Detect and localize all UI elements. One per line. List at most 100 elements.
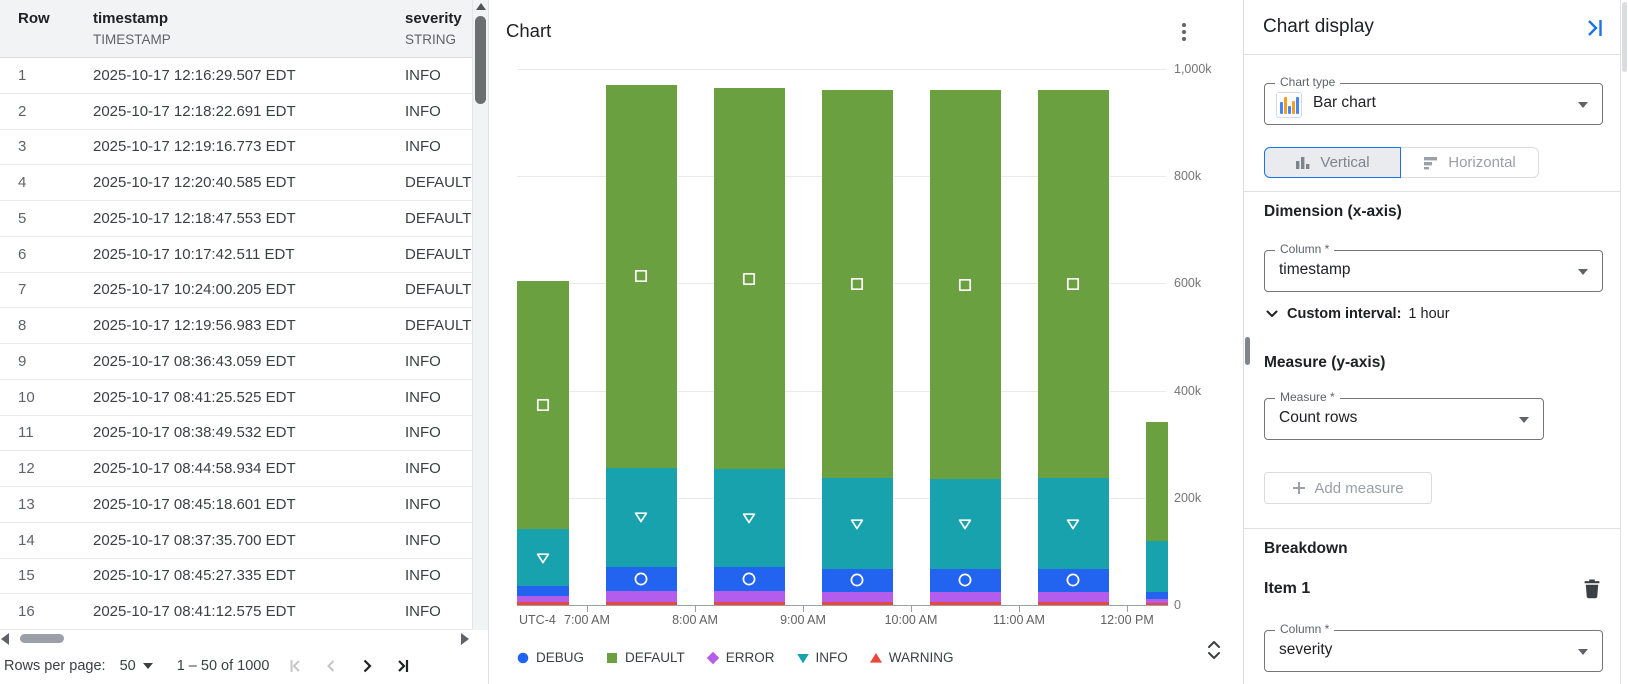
legend-label: WARNING — [888, 650, 954, 665]
last-page-button[interactable] — [389, 652, 417, 680]
bar-segment-warning[interactable] — [821, 601, 893, 605]
bar-segment-error[interactable] — [713, 591, 785, 602]
bar-segment-error[interactable] — [929, 591, 1001, 602]
table-row[interactable]: 15 2025-10-17 08:45:27.335 EDT INFO — [0, 559, 472, 595]
bar-segment-info[interactable] — [929, 479, 1001, 570]
bar-segment-info[interactable] — [821, 477, 893, 570]
bar-segment-default[interactable] — [517, 280, 569, 529]
scroll-left-arrow-icon[interactable] — [1, 633, 9, 645]
panel-right-scrollbar[interactable] — [1620, 0, 1628, 684]
previous-page-button[interactable] — [317, 652, 345, 680]
bar-segment-warning[interactable] — [1037, 601, 1109, 605]
delete-breakdown-icon[interactable] — [1583, 578, 1603, 600]
bar-segment-warning[interactable] — [517, 602, 569, 605]
table-horizontal-scrollbar[interactable] — [0, 630, 472, 648]
bar-segment-error[interactable] — [605, 591, 677, 602]
bar-segment-default[interactable] — [821, 90, 893, 478]
vertical-toggle-button[interactable]: Vertical — [1264, 147, 1401, 178]
table-row[interactable]: 1 2025-10-17 12:16:29.507 EDT INFO — [0, 58, 472, 94]
bar-segment-error[interactable] — [1037, 591, 1109, 602]
first-page-button[interactable] — [281, 652, 309, 680]
default-series-marker — [633, 268, 649, 284]
bar-segment-default[interactable] — [1145, 421, 1168, 541]
chart-more-options-button[interactable] — [1172, 20, 1196, 44]
bar-segment-debug[interactable] — [1145, 591, 1168, 600]
bar-segment-debug[interactable] — [821, 569, 893, 592]
table-row[interactable]: 11 2025-10-17 08:38:49.532 EDT INFO — [0, 416, 472, 452]
collapse-panel-icon[interactable] — [1584, 17, 1606, 39]
x-axis-tick — [911, 606, 912, 612]
bar-segment-warning[interactable] — [1145, 603, 1168, 605]
chevron-down-icon — [1578, 649, 1588, 655]
table-row[interactable]: 10 2025-10-17 08:41:25.525 EDT INFO — [0, 380, 472, 416]
cell-timestamp: 2025-10-17 12:16:29.507 EDT — [93, 66, 296, 84]
legend-item-warning[interactable]: WARNING — [869, 650, 954, 665]
right-scrollbar-thumb[interactable] — [1622, 2, 1627, 72]
bar-segment-error[interactable] — [821, 591, 893, 602]
debug-series-marker — [633, 571, 649, 587]
legend-item-default[interactable]: DEFAULT — [605, 650, 685, 665]
table-row[interactable]: 9 2025-10-17 08:36:43.059 EDT INFO — [0, 344, 472, 380]
custom-interval-toggle[interactable]: Custom interval: 1 hour — [1264, 306, 1450, 322]
bar-segment-info[interactable] — [605, 467, 677, 567]
bar-segment-default[interactable] — [1037, 90, 1109, 478]
bar-segment-default[interactable] — [605, 85, 677, 468]
bar-segment-warning[interactable] — [713, 601, 785, 605]
measure-select[interactable]: Measure * Count rows — [1264, 390, 1544, 440]
table-row[interactable]: 12 2025-10-17 08:44:58.934 EDT INFO — [0, 451, 472, 487]
table-row[interactable]: 14 2025-10-17 08:37:35.700 EDT INFO — [0, 523, 472, 559]
bar-segment-info[interactable] — [517, 528, 569, 587]
chart-type-select[interactable]: Chart type Bar chart — [1264, 75, 1603, 125]
default-series-marker — [535, 397, 551, 413]
bar-segment-default[interactable] — [713, 87, 785, 470]
rows-per-page-select[interactable]: 50 — [120, 658, 153, 674]
table-row[interactable]: 7 2025-10-17 10:24:00.205 EDT DEFAULT — [0, 273, 472, 309]
circle-legend-icon — [516, 651, 530, 665]
chart-legend: DEBUG DEFAULT ERROR INFO WARNING — [516, 650, 954, 665]
vertical-scrollbar-thumb[interactable] — [475, 16, 486, 104]
bar-segment-info[interactable] — [1145, 540, 1168, 592]
info-series-marker — [633, 509, 649, 525]
legend-item-info[interactable]: INFO — [796, 650, 848, 665]
bar-segment-debug[interactable] — [713, 566, 785, 592]
horizontal-toggle-button[interactable]: Horizontal — [1401, 147, 1539, 178]
cell-severity: DEFAULT — [405, 209, 472, 227]
cell-row-number: 10 — [18, 388, 35, 406]
unfold-chart-icon[interactable] — [1204, 638, 1224, 662]
table-row[interactable]: 4 2025-10-17 12:20:40.585 EDT DEFAULT — [0, 165, 472, 201]
scroll-right-arrow-icon[interactable] — [461, 633, 469, 645]
cell-timestamp: 2025-10-17 08:36:43.059 EDT — [93, 352, 296, 370]
table-row[interactable]: 2 2025-10-17 12:18:22.691 EDT INFO — [0, 94, 472, 130]
legend-item-debug[interactable]: DEBUG — [516, 650, 584, 665]
add-measure-button[interactable]: Add measure — [1264, 472, 1432, 504]
bar-segment-debug[interactable] — [1037, 569, 1109, 592]
next-page-button[interactable] — [353, 652, 381, 680]
panel-scrollbar-thumb[interactable] — [1245, 337, 1250, 365]
table-row[interactable]: 8 2025-10-17 12:19:56.983 EDT DEFAULT — [0, 308, 472, 344]
breakdown-column-select[interactable]: Column * severity — [1264, 622, 1603, 672]
bar-segment-debug[interactable] — [929, 569, 1001, 592]
bar-segment-info[interactable] — [1037, 477, 1109, 570]
bar-segment-warning[interactable] — [929, 601, 1001, 605]
horizontal-scrollbar-thumb[interactable] — [20, 634, 64, 643]
cell-timestamp: 2025-10-17 08:45:27.335 EDT — [93, 567, 296, 585]
dimension-column-select[interactable]: Column * timestamp — [1264, 242, 1603, 292]
legend-item-error[interactable]: ERROR — [706, 650, 775, 665]
bar-segment-info[interactable] — [713, 469, 785, 567]
bar-segment-default[interactable] — [929, 90, 1001, 480]
bar-segment-error[interactable] — [517, 595, 569, 603]
legend-label: ERROR — [725, 650, 775, 665]
bar-segment-error[interactable] — [1145, 599, 1168, 604]
scroll-up-arrow-icon[interactable] — [476, 3, 486, 10]
bar-segment-debug[interactable] — [517, 586, 569, 596]
table-row[interactable]: 16 2025-10-17 08:41:12.575 EDT INFO — [0, 594, 472, 630]
bar-segment-warning[interactable] — [605, 601, 677, 605]
table-vertical-scrollbar[interactable] — [472, 0, 488, 630]
cell-row-number: 8 — [18, 317, 27, 335]
table-row[interactable]: 5 2025-10-17 12:18:47.553 EDT DEFAULT — [0, 201, 472, 237]
table-row[interactable]: 3 2025-10-17 12:19:16.773 EDT INFO — [0, 130, 472, 166]
table-row[interactable]: 13 2025-10-17 08:45:18.601 EDT INFO — [0, 487, 472, 523]
bar-segment-debug[interactable] — [605, 566, 677, 592]
column-header-severity: severity — [405, 10, 462, 27]
table-row[interactable]: 6 2025-10-17 10:17:42.511 EDT DEFAULT — [0, 237, 472, 273]
